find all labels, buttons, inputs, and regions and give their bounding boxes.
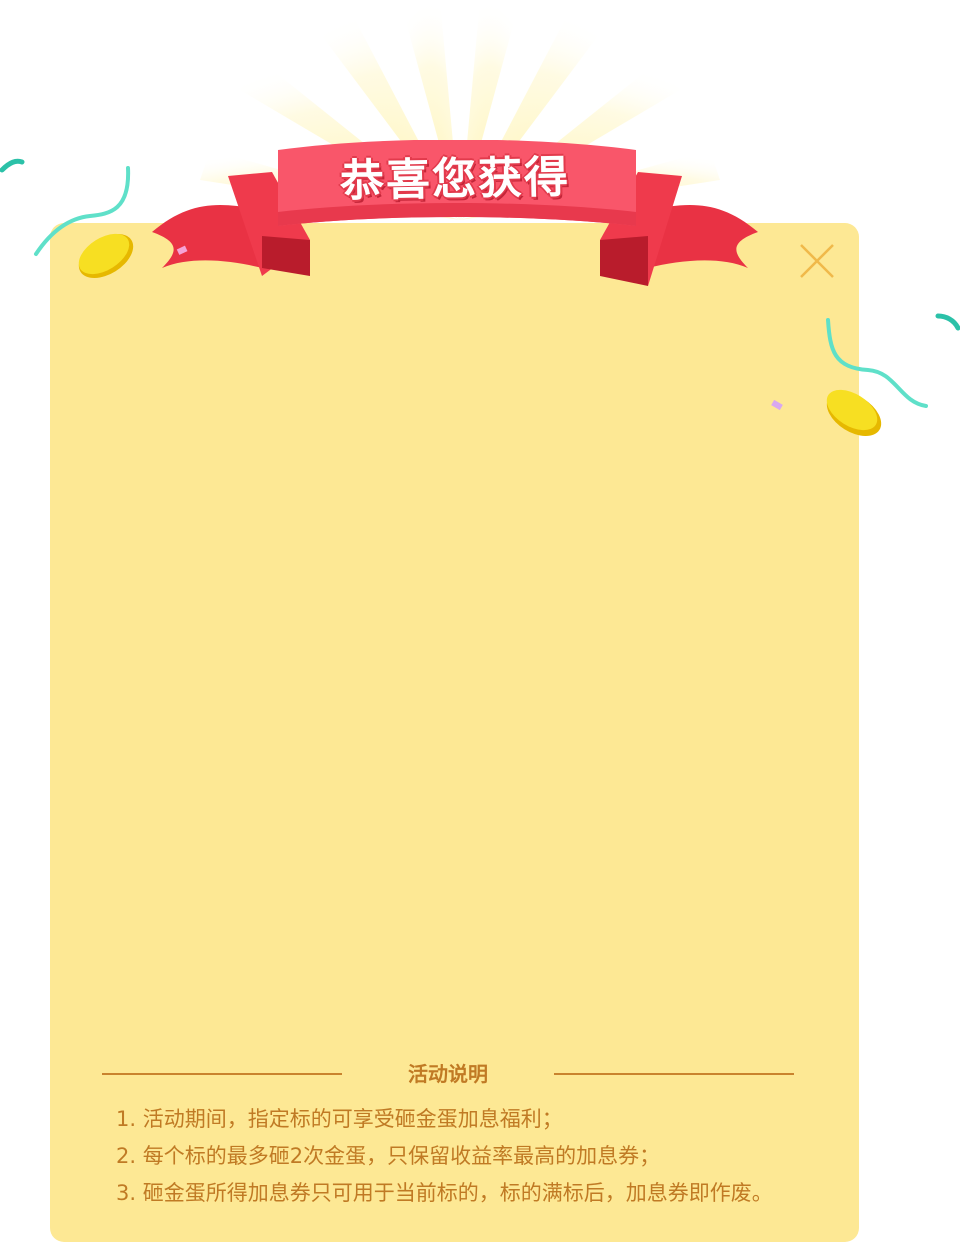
close-icon[interactable]	[796, 240, 838, 282]
rule-item: 2. 每个标的最多砸2次金蛋，只保留收益率最高的加息券；	[116, 1144, 661, 1168]
coin-streamer-left-decoration	[0, 158, 134, 279]
rules-title: 活动说明	[408, 1062, 488, 1086]
divider-right	[554, 1073, 794, 1075]
ribbon-title: 恭喜您获得	[339, 151, 571, 208]
rules-header: 活动说明	[102, 1058, 794, 1090]
coin-streamer-right-decoration	[771, 313, 960, 437]
confetti-pink-icon	[176, 245, 188, 255]
divider-left	[102, 1073, 342, 1075]
rules-list: 1. 活动期间，指定标的可享受砸金蛋加息福利； 2. 每个标的最多砸2次金蛋，只…	[116, 1101, 836, 1212]
popup-card	[50, 223, 859, 1242]
rule-item: 1. 活动期间，指定标的可享受砸金蛋加息福利；	[116, 1107, 563, 1131]
rule-item: 3. 砸金蛋所得加息券只可用于当前标的，标的满标后，加息券即作废。	[116, 1181, 773, 1205]
